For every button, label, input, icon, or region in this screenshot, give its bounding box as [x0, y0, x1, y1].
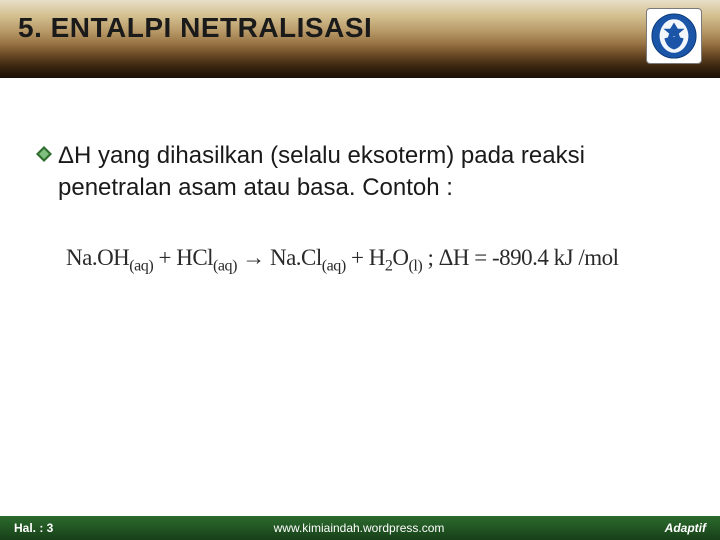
slide-title: 5. ENTALPI NETRALISASI	[18, 12, 372, 44]
reactant-2: HCl(aq)	[176, 245, 237, 270]
footer-bar: Hal. : 3 www.kimiaindah.wordpress.com Ad…	[0, 516, 720, 540]
body-text: ΔH yang dihasilkan (selalu eksoterm) pad…	[58, 140, 684, 205]
chemical-equation: Na.OH(aq) + HCl(aq) → Na.Cl(aq) + H2O(l)…	[36, 245, 684, 276]
delta-h-unit: kJ /mol	[554, 245, 619, 270]
footer-tag: Adaptif	[665, 521, 706, 535]
arrow-icon: →	[242, 245, 270, 270]
separator: ;	[427, 245, 438, 270]
product-1: Na.Cl(aq)	[270, 245, 346, 270]
website-url: www.kimiaindah.wordpress.com	[53, 521, 664, 535]
delta-h-label: ΔH =	[439, 245, 492, 270]
reactant-1: Na.OH(aq)	[66, 245, 153, 270]
product-2: H2O(l)	[369, 245, 423, 270]
plus-sign: +	[158, 245, 176, 270]
page-indicator: Hal. : 3	[14, 521, 53, 535]
bullet-item: ΔH yang dihasilkan (selalu eksoterm) pad…	[36, 140, 684, 205]
diamond-bullet-icon	[36, 146, 52, 162]
content-area: ΔH yang dihasilkan (selalu eksoterm) pad…	[0, 78, 720, 275]
tut-wuri-handayani-icon	[650, 12, 698, 60]
delta-h-value: -890.4	[492, 245, 548, 270]
header-band: 5. ENTALPI NETRALISASI	[0, 0, 720, 78]
plus-sign: +	[351, 245, 369, 270]
emblem-logo	[646, 8, 702, 64]
